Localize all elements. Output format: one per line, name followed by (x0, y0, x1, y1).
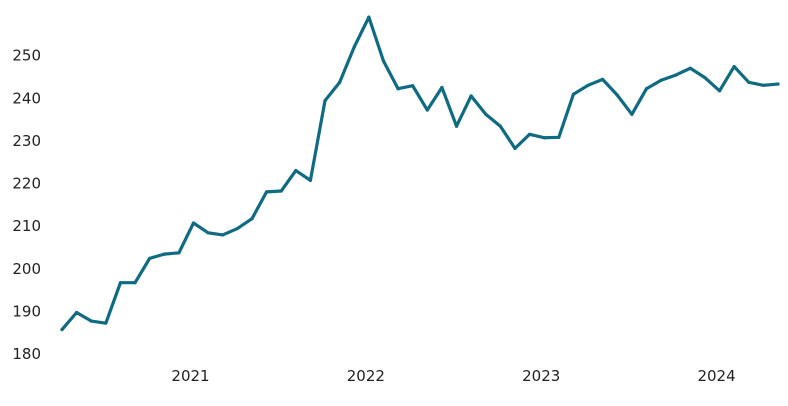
data-point (732, 64, 736, 69)
data-point (264, 190, 269, 194)
y-tick-label: 240 (12, 89, 41, 107)
data-point (469, 94, 473, 98)
x-axis-tick-labels: 2021 2022 2023 2024 (171, 367, 735, 385)
data-point (542, 136, 546, 140)
x-tick-label: 2023 (522, 367, 560, 385)
data-point (454, 124, 459, 128)
data-point (279, 189, 283, 193)
data-point (747, 80, 751, 84)
data-point (133, 281, 137, 285)
y-tick-label: 200 (12, 260, 41, 278)
x-tick-label: 2022 (347, 367, 385, 385)
data-point (148, 256, 152, 260)
y-tick-label: 220 (12, 175, 41, 193)
series-line (60, 15, 780, 332)
y-tick-label: 230 (12, 132, 41, 150)
data-point (717, 89, 722, 93)
data-point (644, 87, 649, 91)
data-point (206, 231, 210, 235)
data-point (557, 135, 561, 139)
data-point (411, 84, 415, 88)
data-point (425, 108, 429, 112)
y-tick-label: 190 (12, 302, 41, 320)
data-point (235, 226, 239, 231)
data-point (601, 77, 605, 81)
data-point (104, 321, 108, 325)
data-point (527, 132, 532, 136)
y-axis-tick-labels: 180 190 200 210 220 230 240 250 (12, 47, 41, 363)
data-point (396, 87, 400, 91)
data-point (89, 319, 93, 323)
data-point (177, 251, 181, 255)
data-point (75, 310, 79, 315)
data-point (221, 233, 225, 237)
data-point (674, 73, 678, 77)
x-tick-label: 2021 (171, 367, 209, 385)
data-point (513, 146, 517, 150)
data-points (60, 15, 780, 332)
data-point (484, 112, 488, 116)
data-point (498, 124, 502, 128)
data-point (191, 221, 196, 225)
data-point (308, 178, 313, 182)
data-point (352, 45, 356, 49)
data-point (323, 99, 327, 103)
data-point (367, 15, 371, 19)
data-point (761, 83, 765, 87)
data-point (571, 92, 576, 96)
y-tick-label: 180 (12, 345, 41, 363)
data-point (440, 85, 444, 90)
data-point (703, 76, 707, 80)
data-point (586, 83, 590, 87)
data-point (381, 59, 386, 63)
data-point (250, 217, 254, 221)
data-point (776, 82, 780, 86)
data-point (615, 93, 619, 97)
data-point (118, 281, 123, 285)
data-point (338, 80, 342, 84)
data-point (60, 327, 64, 332)
data-point (659, 78, 663, 82)
data-point (162, 252, 166, 256)
data-point (630, 112, 634, 116)
x-tick-label: 2024 (697, 367, 735, 385)
y-tick-label: 250 (12, 47, 41, 65)
y-tick-label: 210 (12, 217, 41, 235)
data-point (688, 66, 692, 70)
data-point (294, 168, 298, 173)
